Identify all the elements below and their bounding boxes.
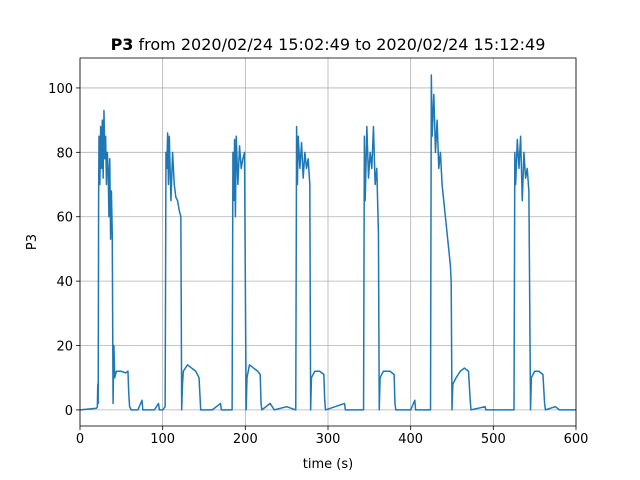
x-tick-label: 200 [233,432,258,447]
x-tick-label: 400 [398,432,423,447]
y-tick-label: 60 [56,211,73,226]
x-tick-label: 300 [316,432,341,447]
data-line [79,74,576,411]
x-tick-label: 500 [481,432,506,447]
x-tick-label: 600 [564,432,589,447]
y-tick-label: 40 [56,275,73,290]
title-bold: P3 [111,35,134,54]
y-tick-label: 80 [56,146,73,161]
plot-frame [79,57,577,427]
x-tick-label: 0 [76,432,84,447]
x-axis-label: time (s) [303,457,353,472]
y-tick-label: 100 [48,82,73,97]
chart-title: P3 from 2020/02/24 15:02:49 to 2020/02/2… [111,35,546,54]
x-tick-label: 100 [150,432,175,447]
y-axis-label: P3 [25,234,40,250]
title-rest: from 2020/02/24 15:02:49 to 2020/02/24 1… [139,35,546,54]
y-tick-label: 20 [56,340,73,355]
y-tick-label: 0 [65,404,73,419]
